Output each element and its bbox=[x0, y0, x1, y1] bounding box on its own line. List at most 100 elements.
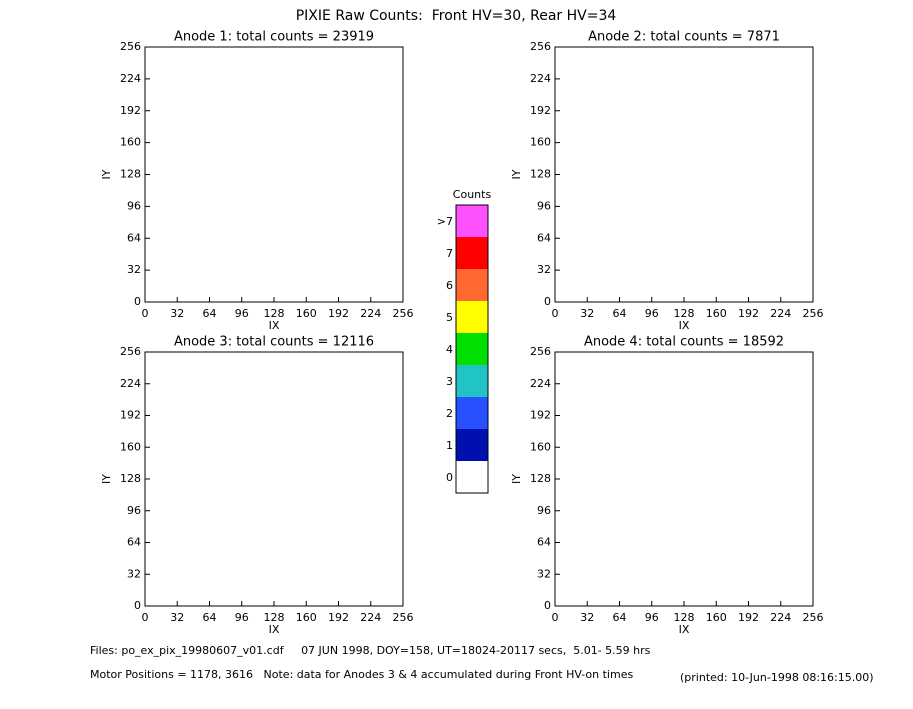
footer-files: Files: po_ex_pix_19980607_v01.cdf 07 JUN… bbox=[90, 644, 651, 657]
y-tick-label: 224 bbox=[120, 72, 141, 85]
x-tick-label: 32 bbox=[170, 307, 184, 320]
y-tick-label: 192 bbox=[530, 409, 551, 422]
y-tick-label: 192 bbox=[120, 409, 141, 422]
colorbar-label: 5 bbox=[446, 311, 453, 324]
x-axis-label: IX bbox=[269, 319, 280, 332]
y-axis-label: IY bbox=[510, 474, 523, 484]
x-tick-label: 32 bbox=[580, 307, 594, 320]
panel-title: Anode 3: total counts = 12116 bbox=[174, 335, 374, 350]
colorbar-cell bbox=[456, 429, 488, 461]
x-tick-label: 256 bbox=[393, 611, 414, 624]
x-tick-label: 0 bbox=[552, 611, 559, 624]
x-tick-label: 160 bbox=[706, 611, 727, 624]
x-tick-label: 256 bbox=[803, 611, 824, 624]
x-tick-label: 128 bbox=[674, 307, 695, 320]
colorbar-label: 1 bbox=[446, 439, 453, 452]
colorbar-label: >7 bbox=[437, 215, 453, 228]
y-tick-label: 64 bbox=[127, 231, 141, 244]
y-tick-label: 128 bbox=[530, 472, 551, 485]
y-tick-label: 256 bbox=[530, 40, 551, 53]
x-tick-label: 192 bbox=[328, 307, 349, 320]
x-tick-label: 96 bbox=[645, 611, 659, 624]
y-tick-label: 0 bbox=[544, 295, 551, 308]
y-tick-label: 96 bbox=[537, 199, 551, 212]
x-tick-label: 224 bbox=[360, 611, 381, 624]
colorbar-cell bbox=[456, 205, 488, 237]
x-tick-label: 160 bbox=[706, 307, 727, 320]
x-tick-label: 128 bbox=[264, 307, 285, 320]
x-axis-label: IX bbox=[679, 319, 690, 332]
y-tick-label: 96 bbox=[537, 504, 551, 517]
x-tick-label: 192 bbox=[738, 307, 759, 320]
y-tick-label: 64 bbox=[537, 231, 551, 244]
colorbar-label: 0 bbox=[446, 471, 453, 484]
x-tick-label: 32 bbox=[170, 611, 184, 624]
y-tick-label: 0 bbox=[134, 295, 141, 308]
y-tick-label: 32 bbox=[537, 567, 551, 580]
x-tick-label: 224 bbox=[360, 307, 381, 320]
x-tick-label: 224 bbox=[770, 611, 791, 624]
panel-title: Anode 1: total counts = 23919 bbox=[174, 30, 374, 45]
x-tick-label: 192 bbox=[738, 611, 759, 624]
x-tick-label: 256 bbox=[393, 307, 414, 320]
colorbar-label: 6 bbox=[446, 279, 453, 292]
x-tick-label: 0 bbox=[142, 611, 149, 624]
colorbar-cell bbox=[456, 397, 488, 429]
x-tick-label: 64 bbox=[203, 611, 217, 624]
colorbar-cell bbox=[456, 461, 488, 493]
y-tick-label: 96 bbox=[127, 199, 141, 212]
colorbar-cell bbox=[456, 333, 488, 365]
y-tick-label: 0 bbox=[544, 599, 551, 612]
y-tick-label: 160 bbox=[530, 136, 551, 149]
y-tick-label: 128 bbox=[120, 472, 141, 485]
colorbar-label: 2 bbox=[446, 407, 453, 420]
x-axis-label: IX bbox=[679, 623, 690, 636]
y-tick-label: 160 bbox=[120, 136, 141, 149]
x-tick-label: 0 bbox=[142, 307, 149, 320]
y-tick-label: 64 bbox=[127, 536, 141, 549]
footer-motor: Motor Positions = 1178, 3616 Note: data … bbox=[90, 668, 633, 681]
colorbar-label: 3 bbox=[446, 375, 453, 388]
y-tick-label: 224 bbox=[120, 377, 141, 390]
colorbar-title: Counts bbox=[453, 188, 492, 201]
colorbar-cell bbox=[456, 269, 488, 301]
y-tick-label: 160 bbox=[530, 440, 551, 453]
y-tick-label: 128 bbox=[530, 168, 551, 181]
panel-title: Anode 2: total counts = 7871 bbox=[588, 30, 780, 45]
colorbar-label: 7 bbox=[446, 247, 453, 260]
x-tick-label: 64 bbox=[203, 307, 217, 320]
y-axis-label: IY bbox=[100, 474, 113, 484]
x-tick-label: 96 bbox=[235, 307, 249, 320]
x-tick-label: 64 bbox=[613, 611, 627, 624]
y-tick-label: 128 bbox=[120, 168, 141, 181]
panel-title: Anode 4: total counts = 18592 bbox=[584, 335, 784, 350]
y-tick-label: 32 bbox=[127, 263, 141, 276]
x-tick-label: 128 bbox=[264, 611, 285, 624]
y-tick-label: 224 bbox=[530, 72, 551, 85]
y-tick-label: 256 bbox=[120, 345, 141, 358]
colorbar-cell bbox=[456, 237, 488, 269]
y-tick-label: 64 bbox=[537, 536, 551, 549]
y-axis-label: IY bbox=[510, 169, 523, 179]
x-tick-label: 160 bbox=[296, 307, 317, 320]
x-tick-label: 0 bbox=[552, 307, 559, 320]
colorbar-frame bbox=[455, 204, 489, 494]
x-tick-label: 160 bbox=[296, 611, 317, 624]
x-tick-label: 192 bbox=[328, 611, 349, 624]
page-title: PIXIE Raw Counts: Front HV=30, Rear HV=3… bbox=[296, 8, 617, 24]
y-tick-label: 32 bbox=[127, 567, 141, 580]
y-axis-label: IY bbox=[100, 169, 113, 179]
y-tick-label: 224 bbox=[530, 377, 551, 390]
y-tick-label: 256 bbox=[530, 345, 551, 358]
y-tick-label: 96 bbox=[127, 504, 141, 517]
x-tick-label: 96 bbox=[235, 611, 249, 624]
y-tick-label: 160 bbox=[120, 440, 141, 453]
x-tick-label: 128 bbox=[674, 611, 695, 624]
x-tick-label: 64 bbox=[613, 307, 627, 320]
y-tick-label: 192 bbox=[530, 104, 551, 117]
y-tick-label: 32 bbox=[537, 263, 551, 276]
x-tick-label: 256 bbox=[803, 307, 824, 320]
footer-printed: (printed: 10-Jun-1998 08:16:15.00) bbox=[680, 671, 874, 684]
colorbar-label: 4 bbox=[446, 343, 453, 356]
x-tick-label: 96 bbox=[645, 307, 659, 320]
